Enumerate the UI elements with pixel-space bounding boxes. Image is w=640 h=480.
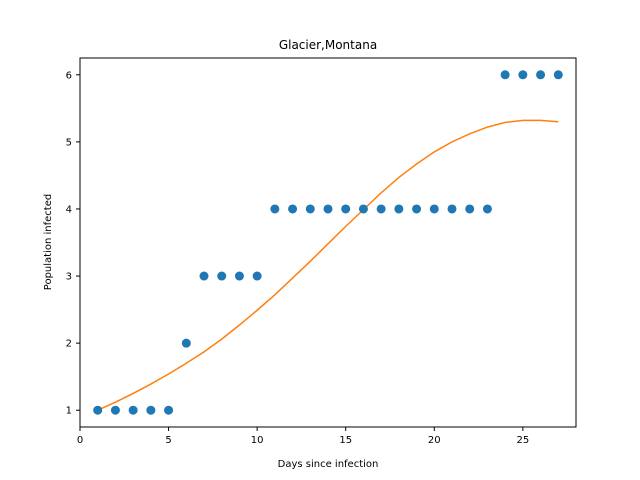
data-point: [305, 204, 315, 214]
data-point: [164, 405, 174, 415]
y-tick-label: 3: [66, 272, 72, 283]
y-tick-label: 1: [66, 406, 72, 417]
data-point: [93, 405, 103, 415]
data-point: [323, 204, 333, 214]
y-tick-label: 6: [66, 70, 72, 81]
x-tick-label: 25: [516, 435, 529, 446]
data-point: [181, 338, 191, 348]
y-tick-label: 5: [66, 137, 72, 148]
data-point: [553, 70, 563, 80]
y-tick-label: 2: [66, 339, 72, 350]
y-axis-label: Population infected: [43, 194, 54, 290]
plot-layer: [93, 70, 563, 415]
x-tick-label: 10: [251, 435, 264, 446]
data-point: [447, 204, 457, 214]
data-point: [518, 70, 528, 80]
data-point: [412, 204, 422, 214]
data-point: [146, 405, 156, 415]
data-point: [358, 204, 368, 214]
data-point: [234, 271, 244, 281]
y-tick-label: 4: [66, 204, 72, 215]
data-point: [536, 70, 546, 80]
x-tick-label: 5: [165, 435, 171, 446]
y-ticks: 1 2 3 4 5 6: [66, 70, 80, 417]
x-tick-label: 20: [428, 435, 441, 446]
data-point: [376, 204, 386, 214]
data-point: [252, 271, 262, 281]
fit-line: [97, 119, 559, 411]
chart-title: Glacier,Montana: [279, 38, 377, 52]
data-point: [110, 405, 120, 415]
x-ticks: 0 5 10 15 20 25: [77, 427, 529, 446]
plot-frame: [79, 57, 577, 428]
data-point: [465, 204, 475, 214]
x-axis-label: Days since infection: [278, 459, 379, 470]
data-point: [217, 271, 227, 281]
data-point: [270, 204, 280, 214]
data-point: [341, 204, 351, 214]
data-point: [429, 204, 439, 214]
data-point: [500, 70, 510, 80]
data-point: [482, 204, 492, 214]
data-point: [128, 405, 138, 415]
x-tick-label: 0: [77, 435, 83, 446]
data-point: [288, 204, 298, 214]
x-tick-label: 15: [339, 435, 352, 446]
data-point: [394, 204, 404, 214]
data-point: [199, 271, 209, 281]
